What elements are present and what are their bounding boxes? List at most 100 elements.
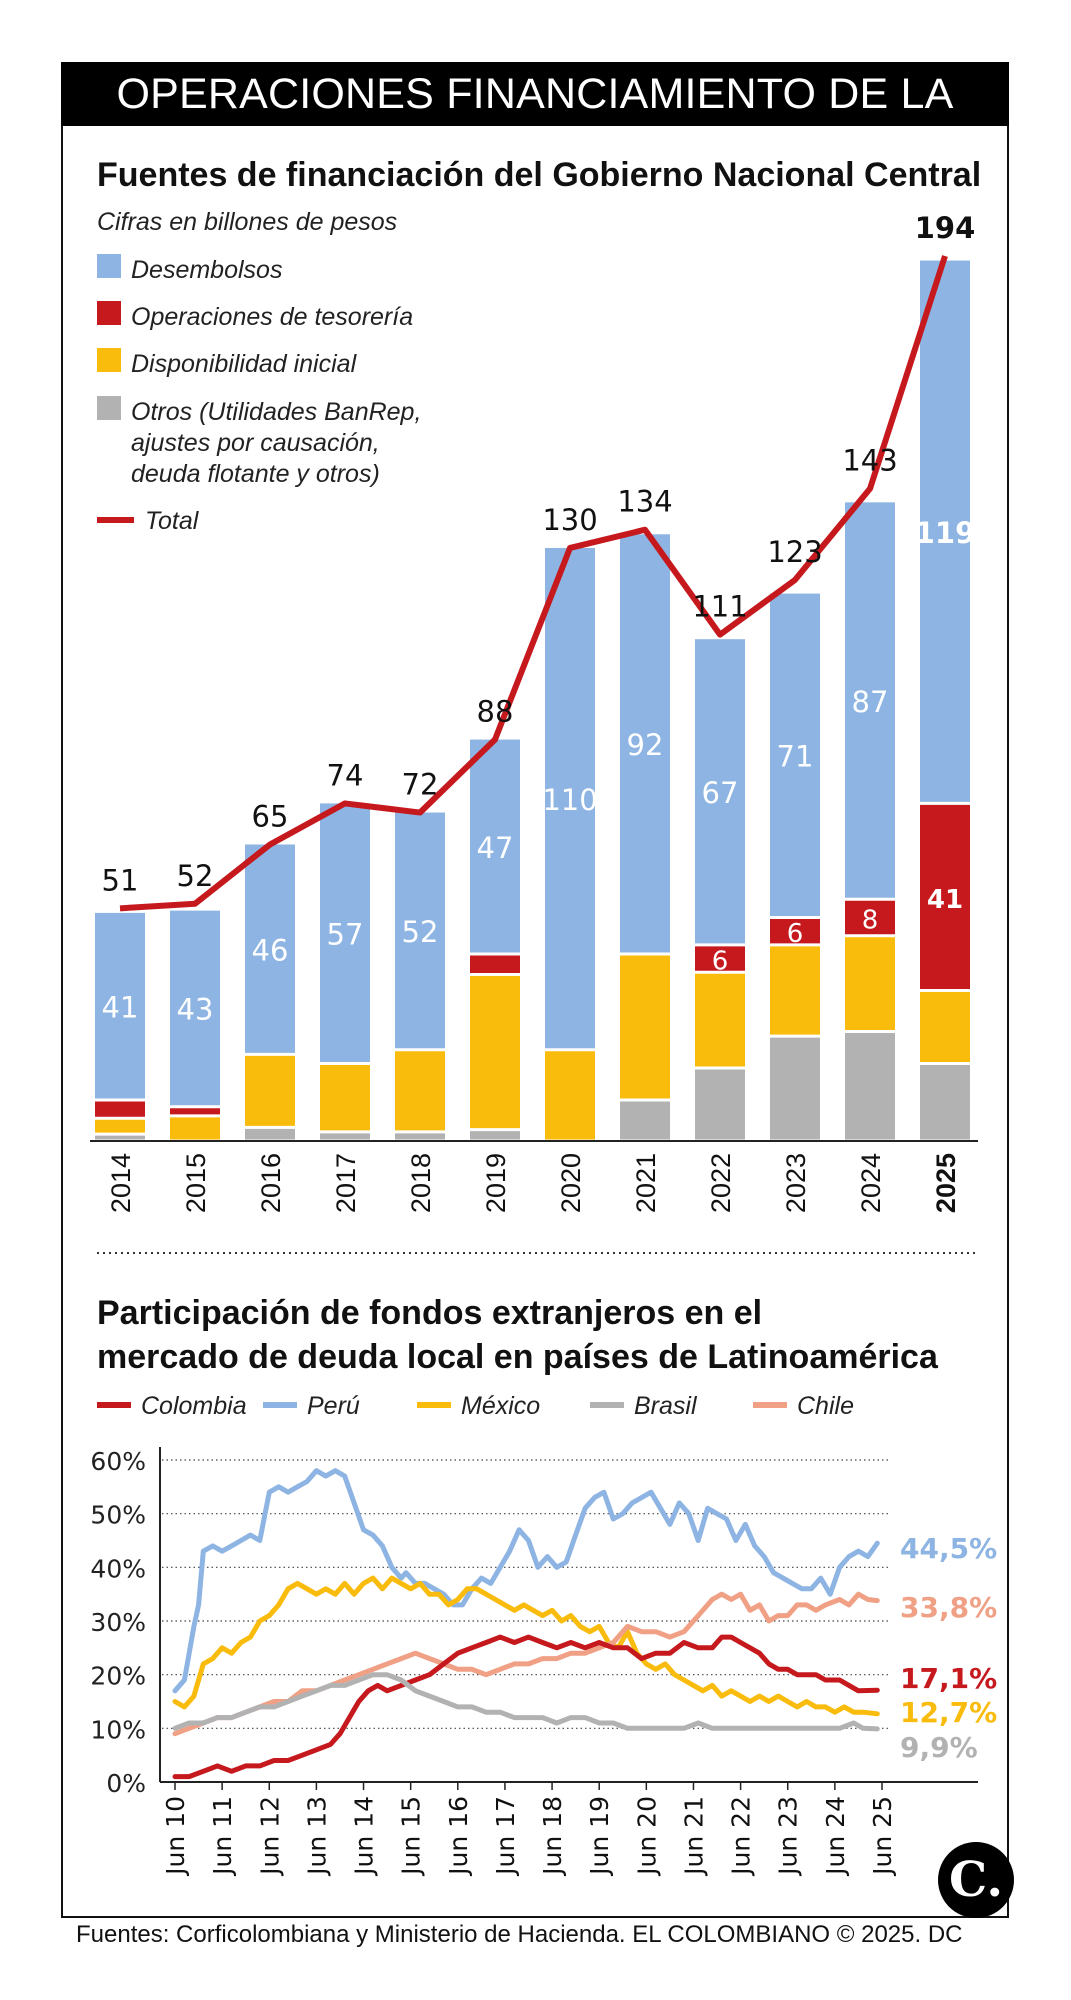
x-tick-label: Jun 12 — [255, 1796, 284, 1877]
legend-label: deuda flotante y otros) — [131, 460, 380, 488]
bar-segment — [95, 1099, 145, 1119]
bar-segment — [845, 502, 895, 900]
x-tick-label: 2023 — [781, 1153, 811, 1213]
legend-label: Disponibilidad inicial — [131, 350, 358, 378]
x-tick-label: Jun 10 — [161, 1796, 190, 1877]
bar-segment — [920, 1063, 970, 1141]
total-value-label: 143 — [842, 444, 897, 478]
bar-value-label: 57 — [327, 917, 364, 951]
legend-label-méxico: México — [461, 1392, 540, 1420]
bar-value-label: 92 — [627, 728, 664, 762]
legend-label: ajustes por causación, — [131, 429, 380, 457]
bar-segment — [95, 1118, 145, 1135]
bar-segment — [470, 1129, 520, 1141]
banner-title: OPERACIONES FINANCIAMIENTO DE LA NACIÓN — [61, 62, 1009, 182]
end-label-chile: 33,8% — [900, 1591, 997, 1624]
legend-label-colombia: Colombia — [141, 1392, 247, 1420]
total-value-label: 194 — [915, 211, 976, 245]
bar-segment — [920, 990, 970, 1064]
bar-value-label: 71 — [777, 740, 814, 774]
bar-segment — [320, 1131, 370, 1141]
bar-value-label: 41 — [102, 990, 139, 1024]
bar-segment — [770, 1036, 820, 1141]
series-line-perú — [172, 1468, 880, 1694]
x-tick-label: Jun 19 — [585, 1796, 614, 1877]
x-tick-label: 2024 — [856, 1153, 886, 1213]
bar-segment — [545, 547, 595, 1050]
bar-segment — [695, 1068, 745, 1141]
bar-segment — [470, 953, 520, 975]
legend-label-brasil: Brasil — [634, 1392, 698, 1420]
x-tick-label: Jun 15 — [397, 1796, 426, 1877]
x-tick-label: 2025 — [931, 1153, 961, 1213]
bar-value-label: 8 — [862, 905, 879, 935]
x-tick-label: Jun 25 — [868, 1796, 897, 1877]
end-label-colombia: 17,1% — [900, 1662, 997, 1695]
series-line-colombia — [172, 1634, 880, 1780]
x-tick-label: 2018 — [406, 1153, 436, 1213]
legend-swatch-3 — [97, 396, 121, 420]
x-tick-label: 2020 — [556, 1153, 586, 1213]
x-tick-label: Jun 20 — [632, 1796, 661, 1877]
y-tick-label: 0% — [106, 1769, 146, 1798]
bar-segment — [395, 1131, 445, 1141]
bar-segment — [395, 1049, 445, 1132]
bar-segment — [395, 812, 445, 1050]
legend-swatch-2 — [97, 348, 121, 372]
total-value-label: 123 — [767, 535, 822, 569]
x-tick-label: Jun 17 — [491, 1796, 520, 1877]
bar-segment — [545, 1049, 595, 1141]
bar-segment — [695, 944, 745, 973]
end-label-perú: 44,5% — [900, 1532, 997, 1565]
total-value-label: 51 — [102, 863, 139, 897]
legend-label: Otros (Utilidades BanRep, — [131, 398, 421, 426]
x-tick-label: Jun 14 — [350, 1796, 379, 1877]
bar-segment — [95, 912, 145, 1100]
bar-value-label: 46 — [252, 933, 289, 967]
bar-segment — [320, 1063, 370, 1132]
total-value-label: 72 — [402, 768, 439, 802]
total-value-label: 130 — [542, 503, 597, 537]
legend-label: Desembolsos — [131, 256, 282, 284]
bar-chart-subtitle: Cifras en billones de pesos — [97, 208, 397, 236]
legend-swatch-1 — [97, 301, 121, 325]
bar-segment — [695, 639, 745, 945]
total-value-label: 52 — [177, 859, 214, 893]
bar-value-label: 41 — [927, 885, 963, 915]
total-value-label: 111 — [692, 590, 747, 624]
y-tick-label: 20% — [90, 1662, 146, 1691]
bar-value-label: 6 — [712, 947, 729, 977]
total-value-label: 65 — [252, 799, 289, 833]
bar-segment — [620, 1099, 670, 1141]
bar-segment — [170, 1115, 220, 1141]
series-line-méxico — [172, 1575, 880, 1717]
x-tick-label: 2022 — [706, 1153, 736, 1213]
bar-segment — [770, 944, 820, 1037]
bar-segment — [620, 534, 670, 954]
bar-segment — [245, 1127, 295, 1141]
bar-segment — [245, 1054, 295, 1128]
bar-segment — [845, 935, 895, 1032]
bar-chart-title: Fuentes de financiación del Gobierno Nac… — [97, 156, 981, 194]
line-chart-title-2: mercado de deuda local en países de Lati… — [97, 1338, 939, 1376]
bar-segment — [695, 972, 745, 1069]
bar-value-label: 6 — [787, 919, 804, 949]
bar-segment — [770, 917, 820, 945]
bar-value-label: 43 — [177, 993, 214, 1027]
line-chart-title-1: Participación de fondos extranjeros en e… — [97, 1294, 762, 1332]
bar-segment — [770, 593, 820, 918]
x-tick-label: 2015 — [181, 1153, 211, 1213]
bar-value-label: 47 — [477, 831, 514, 865]
series-line-chile — [172, 1591, 880, 1737]
y-tick-label: 50% — [90, 1501, 146, 1530]
bar-segment — [620, 953, 670, 1100]
footer-source: Fuentes: Corficolombiana y Ministerio de… — [76, 1921, 963, 1948]
x-tick-label: Jun 11 — [208, 1796, 237, 1877]
x-tick-label: 2014 — [106, 1153, 136, 1213]
end-label-brasil: 9,9% — [900, 1731, 978, 1764]
total-value-label: 134 — [617, 485, 672, 519]
bar-segment — [170, 1106, 220, 1116]
x-tick-label: Jun 16 — [444, 1796, 473, 1877]
bar-segment — [845, 1031, 895, 1141]
